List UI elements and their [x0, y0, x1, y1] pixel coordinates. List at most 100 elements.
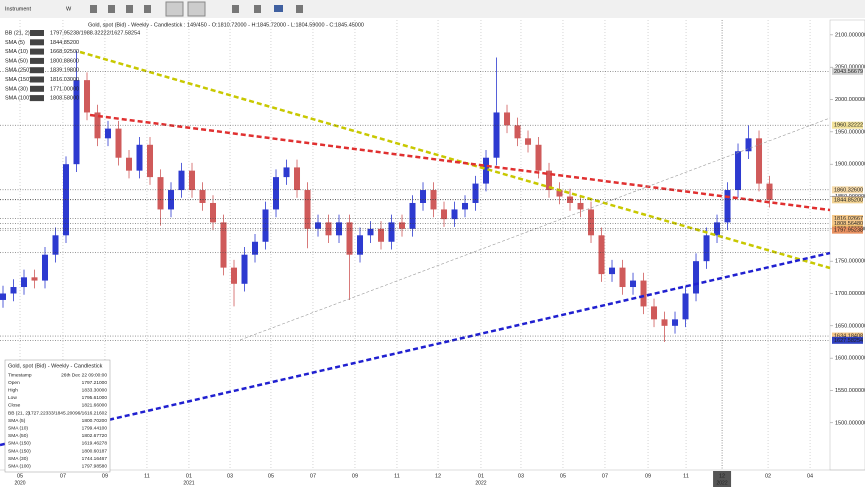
icon[interactable]: [296, 5, 303, 13]
indicator-icons[interactable]: [30, 85, 44, 92]
x-tick-label: 01: [478, 473, 484, 479]
period-menu[interactable]: W: [66, 6, 72, 12]
indicator-name: SMA (50): [5, 58, 28, 64]
y-tick-label: 1700.000000: [835, 291, 865, 297]
candle-body: [462, 202, 469, 210]
candle-body: [693, 261, 700, 294]
data-box-label: SMA (10): [8, 425, 28, 431]
candle-body: [703, 235, 710, 262]
x-year-label: 2020: [14, 480, 25, 486]
indicator-icons[interactable]: [30, 67, 44, 74]
candle-body: [388, 222, 395, 242]
candle-body: [483, 157, 490, 184]
candle-body: [0, 293, 7, 300]
candle-body: [73, 80, 80, 165]
indicator-name: SMA (5): [5, 40, 25, 46]
candle-body: [357, 235, 364, 255]
candle-body: [178, 170, 185, 191]
indicator-value: 1808.58000: [50, 96, 79, 102]
indicator-icons[interactable]: [30, 95, 44, 102]
level-label: 1960.32222: [834, 123, 863, 129]
icon[interactable]: [274, 5, 283, 12]
y-tick-label: 2100.000000: [835, 32, 865, 38]
data-box-label: SMA (50): [8, 433, 28, 439]
level-tag: [832, 121, 863, 129]
indicator-icons[interactable]: [30, 30, 44, 36]
level-tag: [832, 186, 863, 194]
x-year-label: 2021: [183, 480, 194, 486]
crosshair-year: 2022: [716, 480, 727, 486]
candle-body: [399, 222, 406, 229]
x-tick-label: 09: [352, 473, 358, 479]
candle-body: [283, 167, 290, 178]
data-box-label: BB (21, 2): [8, 410, 30, 416]
y-tick-label: 1600.000000: [835, 356, 865, 362]
icon[interactable]: [144, 5, 151, 13]
candle-body: [31, 277, 38, 281]
data-box-label: SMA (150): [8, 441, 31, 447]
candle-body: [52, 235, 59, 255]
level-label: 2043.56679: [834, 69, 863, 75]
candle-body: [672, 319, 679, 326]
data-box-label: SMA (5): [8, 418, 26, 424]
candle-body: [42, 254, 49, 281]
data-box-label: Timestamp: [8, 372, 32, 378]
candle-body: [714, 222, 721, 236]
candle-body: [168, 190, 175, 210]
candle-body: [682, 293, 689, 320]
data-box-value: 1833.30000: [82, 387, 108, 393]
icon[interactable]: [165, 1, 184, 17]
level-tag: [832, 67, 863, 75]
candle-body: [157, 177, 164, 210]
candle-body: [430, 190, 437, 210]
x-tick-label: 01: [186, 473, 192, 479]
data-box-value: 1800.70200: [82, 418, 108, 424]
indicator-name: SMA (100): [5, 96, 31, 102]
level-label: 1860.32600: [834, 187, 863, 193]
indicator-icons[interactable]: [30, 57, 44, 64]
instrument-menu[interactable]: Instrument: [5, 6, 31, 12]
candle-body: [378, 228, 385, 242]
indicator-value: 1771.00000: [50, 86, 79, 92]
candle-body: [535, 144, 542, 171]
icon[interactable]: [187, 1, 206, 17]
y-tick-label: 2000.000000: [835, 97, 865, 103]
data-box-label: Close: [8, 403, 21, 409]
candle-body: [210, 202, 217, 223]
data-box-value: 1821.66000: [82, 403, 108, 409]
candle-body: [756, 138, 763, 184]
indicator-icons[interactable]: [30, 39, 44, 46]
candle-body: [315, 222, 322, 229]
data-box: [4, 359, 111, 473]
icon[interactable]: [254, 5, 261, 13]
x-tick-label: 11: [144, 473, 150, 479]
trendline: [79, 50, 831, 270]
candle-body: [304, 190, 311, 229]
candle-body: [661, 319, 668, 326]
indicator-icons[interactable]: [30, 76, 44, 83]
candle-body: [10, 287, 17, 294]
icon[interactable]: [90, 5, 97, 13]
candle-body: [346, 222, 353, 255]
x-tick-label: 09: [102, 473, 108, 479]
candle-body: [262, 209, 269, 242]
icon[interactable]: [126, 5, 133, 13]
indicator-icons[interactable]: [30, 48, 44, 55]
x-tick-label: 02: [765, 473, 771, 479]
toolbar: [0, 0, 865, 18]
candle-body: [136, 144, 143, 171]
candle-body: [546, 170, 553, 191]
candle-body: [451, 209, 458, 220]
data-box-value: 1800.60187: [82, 448, 108, 454]
candle-body: [273, 177, 280, 210]
indicator-name: SMA (250): [5, 68, 31, 74]
data-box-label: Low: [8, 395, 17, 401]
indicator-value: 1839.19800: [50, 68, 79, 74]
info-line: Gold, spot (Bid) - Weekly - Candlestick …: [88, 22, 364, 28]
candle-body: [630, 280, 637, 288]
x-tick-label: 05: [17, 473, 23, 479]
icon[interactable]: [232, 5, 239, 13]
x-tick-label: 07: [602, 473, 608, 479]
candle-body: [220, 222, 227, 268]
icon[interactable]: [108, 5, 115, 13]
